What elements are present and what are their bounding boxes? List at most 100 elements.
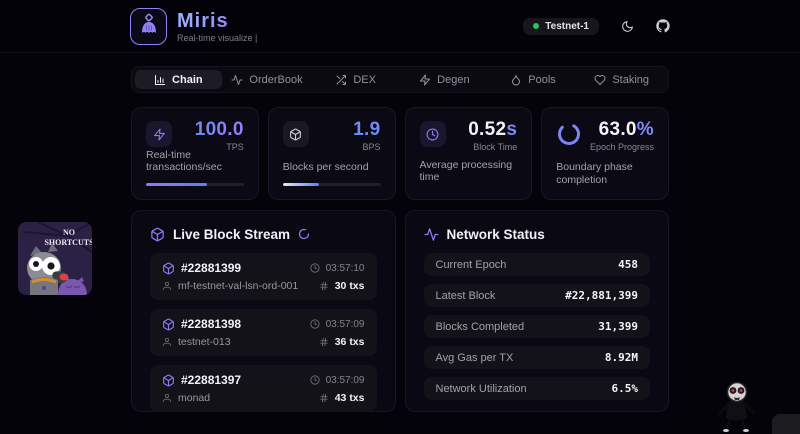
stat-value: 100.0 <box>194 119 244 140</box>
svg-text:SHORTCUTS: SHORTCUTS <box>44 238 92 247</box>
svg-text:NO: NO <box>63 228 75 237</box>
hash-icon <box>319 281 329 291</box>
block-entry[interactable]: #22881397 03:57:09 monad 43 txs <box>150 365 377 412</box>
clock-icon <box>309 319 320 329</box>
tab-label: OrderBook <box>249 73 303 86</box>
network-status-row: Latest Block #22,881,399 <box>423 284 650 307</box>
network-status-panel: Network Status Current Epoch 458 Latest … <box>404 210 669 412</box>
network-badge: Testnet-1 <box>523 17 599 35</box>
tab-pools[interactable]: Pools <box>490 70 577 89</box>
stat-value: 1.9 <box>353 119 381 140</box>
stat-card-epoch-progress: 63.0% Epoch Progress Boundary phase comp… <box>541 107 669 200</box>
block-entry[interactable]: #22881399 03:57:10 mf-testnet-val-lsn-or… <box>150 253 377 300</box>
user-icon <box>162 393 172 403</box>
stat-row-label: Network Utilization <box>435 382 527 395</box>
cube-icon <box>162 318 175 331</box>
progress-track <box>282 183 381 186</box>
user-icon <box>162 337 172 347</box>
bar-chart-icon <box>154 74 166 86</box>
stat-label: Epoch Progress <box>589 142 654 152</box>
block-number: #22881399 <box>181 261 242 275</box>
miris-creature-icon <box>136 13 162 39</box>
app-header: Miris Real-time visualize | Testnet-1 <box>0 0 800 53</box>
block-txs: 36 txs <box>334 336 365 348</box>
tab-label: Staking <box>612 73 650 86</box>
block-number: #22881398 <box>181 317 242 331</box>
progress-track <box>146 183 244 186</box>
cube-icon <box>162 262 175 275</box>
live-block-stream-panel: Live Block Stream #22881399 03:57:10 <box>131 210 396 412</box>
block-time: 03:57:10 <box>325 262 365 274</box>
block-time: 03:57:09 <box>325 374 365 386</box>
stat-row-label: Current Epoch <box>435 258 507 271</box>
block-validator: monad <box>178 392 211 404</box>
tab-label: Pools <box>528 73 556 86</box>
stat-desc: Blocks per second <box>282 161 369 173</box>
stat-cards: 100.0 TPS Real-time transactions/sec 1.9… <box>131 107 669 200</box>
panel-title: Live Block Stream <box>173 226 291 242</box>
stat-row-value: 8.92M <box>604 351 638 364</box>
loader-spinner-icon <box>298 228 310 240</box>
brand-block: Miris Real-time visualize | <box>177 10 257 43</box>
stat-label: TPS <box>226 142 244 152</box>
view-tabs: Chain OrderBook DEX Degen Pools Staking <box>131 66 669 93</box>
stat-row-value: 458 <box>618 258 638 271</box>
cube-icon <box>150 227 165 242</box>
corner-widget-partial <box>772 414 800 434</box>
network-status-row: Current Epoch 458 <box>423 253 650 276</box>
tab-label: Degen <box>437 73 470 86</box>
network-status-row: Network Utilization 6.5% <box>423 377 650 400</box>
tab-label: DEX <box>353 73 376 86</box>
app-subtitle: Real-time visualize | <box>177 32 258 43</box>
status-dot-icon <box>533 23 540 29</box>
stat-row-label: Blocks Completed <box>435 320 525 333</box>
moon-icon[interactable] <box>621 20 634 33</box>
network-badge-label: Testnet-1 <box>545 20 589 32</box>
stat-row-value: 31,399 <box>598 320 638 333</box>
hash-icon <box>319 337 329 347</box>
stat-row-value: 6.5% <box>611 382 639 395</box>
activity-icon <box>424 227 439 242</box>
stat-card-tps: 100.0 TPS Real-time transactions/sec <box>131 107 259 200</box>
block-time: 03:57:09 <box>325 318 365 330</box>
block-validator: mf-testnet-val-lsn-ord-001 <box>178 280 299 292</box>
cube-icon <box>162 374 175 387</box>
app-logo <box>130 7 167 45</box>
user-icon <box>162 281 172 291</box>
stat-desc: Average processing time <box>419 159 513 183</box>
tab-dex[interactable]: DEX <box>312 70 399 89</box>
stat-row-label: Avg Gas per TX <box>435 351 514 364</box>
stat-card-bps: 1.9 BPS Blocks per second <box>267 107 396 200</box>
stat-row-label: Latest Block <box>435 289 496 302</box>
stat-desc: Real-time transactions/sec <box>146 149 222 173</box>
app-title: Miris <box>177 10 257 32</box>
spinner-arc-icon <box>556 121 582 147</box>
github-icon[interactable] <box>656 19 670 33</box>
stat-value: 63.0% <box>598 119 654 140</box>
skull-mascot-sprite <box>718 380 758 432</box>
block-validator: testnet-013 <box>178 336 231 348</box>
block-entry[interactable]: #22881398 03:57:09 testnet-013 36 txs <box>150 309 377 356</box>
block-txs: 30 txs <box>334 280 365 292</box>
no-shortcuts-sticker: NO SHORTCUTS <box>18 222 92 295</box>
tab-chain[interactable]: Chain <box>135 70 222 89</box>
zap-icon <box>419 74 431 86</box>
shuffle-icon <box>335 74 347 86</box>
block-number: #22881397 <box>181 373 242 387</box>
tab-degen[interactable]: Degen <box>401 70 488 89</box>
tab-staking[interactable]: Staking <box>578 70 665 89</box>
stat-desc: Boundary phase completion <box>556 161 633 186</box>
droplet-icon <box>510 74 522 86</box>
heart-icon <box>594 74 606 86</box>
block-txs: 43 txs <box>334 392 365 404</box>
clock-icon <box>309 375 320 385</box>
stat-label: Block Time <box>473 142 518 152</box>
zap-icon <box>146 121 172 147</box>
network-status-row: Avg Gas per TX 8.92M <box>423 346 650 369</box>
tab-label: Chain <box>172 73 203 86</box>
progress-fill <box>282 183 319 186</box>
cube-icon <box>282 121 309 147</box>
tab-orderbook[interactable]: OrderBook <box>224 70 311 89</box>
network-status-row: Blocks Completed 31,399 <box>423 315 650 338</box>
stat-label: BPS <box>362 142 381 152</box>
